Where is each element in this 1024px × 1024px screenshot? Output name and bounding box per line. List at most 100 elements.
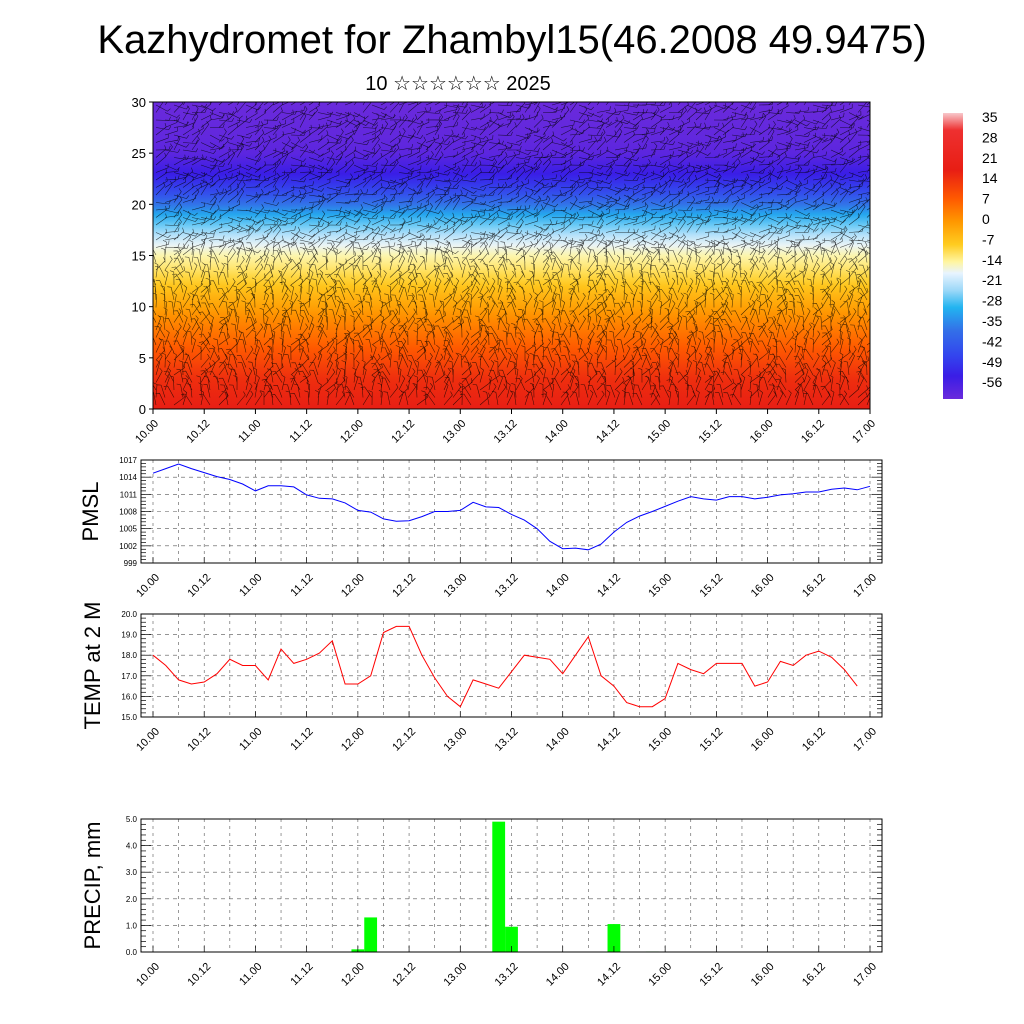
x-tick-label: 13.00 [441, 572, 469, 600]
colorbar-label: -21 [982, 272, 1002, 288]
y-tick-label: 3.0 [126, 868, 138, 877]
colorbar-label: -56 [982, 374, 1002, 390]
colorbar-label: -42 [982, 333, 1002, 349]
time-tick-label: 14.12 [594, 418, 622, 446]
x-tick-label: 10.00 [134, 726, 162, 754]
x-tick-label: 17.00 [851, 572, 879, 600]
chart-subtitle: 10 ☆☆☆☆☆☆ 2025 [365, 73, 551, 95]
y-tick-label: 2.0 [126, 895, 138, 904]
y-tick-label: 1014 [119, 473, 137, 482]
time-tick-label: 15.12 [697, 418, 725, 446]
y-tick-label: 1005 [119, 525, 137, 534]
x-tick-label: 14.12 [595, 726, 623, 754]
x-tick-label: 11.00 [237, 726, 264, 753]
x-tick-label: 15.00 [646, 726, 674, 754]
x-tick-label: 16.00 [749, 572, 777, 600]
precip-bar [607, 924, 621, 952]
time-tick-label: 10.12 [184, 418, 212, 446]
x-tick-label: 11.12 [288, 572, 315, 599]
x-tick-label: 16.12 [800, 726, 828, 754]
x-tick-label: 12.00 [339, 572, 367, 600]
x-tick-label: 14.00 [544, 726, 572, 754]
colorbar-label: -49 [982, 354, 1002, 370]
x-tick-label: 10.12 [185, 961, 213, 989]
y-tick-label: 5.0 [126, 815, 138, 824]
x-tick-label: 12.12 [390, 726, 418, 754]
x-tick-label: 16.00 [749, 961, 777, 989]
x-tick-label: 13.00 [441, 726, 469, 754]
height-tick-label: 30 [132, 95, 146, 110]
x-tick-label: 10.12 [185, 726, 213, 754]
wind-barbs [153, 102, 870, 406]
y-tick-label: 1.0 [126, 921, 138, 930]
time-tick-label: 12.12 [389, 418, 417, 446]
x-tick-label: 13.00 [441, 961, 469, 989]
colorbar-label: 0 [982, 211, 990, 227]
x-tick-label: 12.00 [339, 726, 367, 754]
x-tick-label: 14.12 [595, 961, 623, 989]
x-tick-label: 15.12 [698, 961, 726, 989]
x-tick-label: 15.00 [646, 961, 674, 989]
wind-barb-paths [153, 102, 870, 406]
height-tick-label: 25 [132, 146, 146, 161]
time-tick-label: 10.00 [133, 418, 161, 446]
time-tick-label: 16.00 [748, 418, 776, 446]
colorbar-label: 21 [982, 150, 998, 166]
x-tick-label: 15.00 [646, 572, 674, 600]
x-tick-label: 11.12 [288, 726, 315, 753]
time-tick-label: 17.00 [850, 418, 878, 446]
x-tick-label: 15.12 [698, 726, 726, 754]
x-tick-label: 14.00 [544, 572, 572, 600]
colorbar-label: -28 [982, 293, 1002, 309]
colorbar [943, 113, 963, 399]
x-tick-label: 12.12 [390, 572, 418, 600]
x-tick-label: 13.12 [493, 572, 521, 600]
colorbar-label: -14 [982, 252, 1002, 268]
x-tick-label: 14.00 [544, 961, 572, 989]
time-tick-label: 12.00 [338, 418, 366, 446]
x-tick-label: 17.00 [851, 961, 879, 989]
time-tick-label: 11.00 [236, 418, 263, 445]
y-tick-label: 0.0 [126, 948, 138, 957]
time-tick-label: 15.00 [645, 418, 673, 446]
colorbar-label: 14 [982, 170, 998, 186]
x-tick-label: 13.12 [493, 726, 521, 754]
x-tick-label: 11.00 [237, 961, 264, 988]
x-tick-label: 12.12 [390, 961, 418, 989]
x-tick-label: 10.12 [185, 572, 213, 600]
x-tick-label: 13.12 [493, 961, 521, 989]
precip-bar [492, 821, 506, 952]
x-tick-label: 11.00 [237, 572, 264, 599]
x-tick-label: 11.12 [288, 961, 315, 988]
x-tick-label: 10.00 [134, 572, 162, 600]
y-tick-label: 1011 [120, 490, 138, 499]
colorbar-label: -35 [982, 313, 1002, 329]
x-tick-label: 15.12 [698, 572, 726, 600]
precip-bar [364, 917, 378, 952]
series-line [152, 625, 858, 708]
time-tick-label: 14.00 [543, 418, 571, 446]
x-tick-label: 16.00 [749, 726, 777, 754]
colorbar-label: 28 [982, 129, 998, 145]
y-tick-label: 15.0 [121, 713, 137, 722]
y-tick-label: 4.0 [126, 842, 138, 851]
x-tick-label: 14.12 [595, 572, 623, 600]
precip-bar [505, 926, 518, 952]
height-tick-label: 10 [132, 300, 146, 315]
colorbar-label: -7 [982, 231, 995, 247]
x-tick-label: 17.00 [851, 726, 879, 754]
y-tick-label: 16.0 [121, 692, 137, 701]
time-tick-label: 13.00 [440, 418, 468, 446]
x-tick-label: 16.12 [800, 961, 828, 989]
colorbar-label: 35 [982, 109, 998, 125]
y-tick-label: 17.0 [121, 672, 137, 681]
time-tick-label: 16.12 [799, 418, 827, 446]
height-tick-label: 5 [139, 351, 146, 366]
y-tick-label: 20.0 [121, 610, 137, 619]
y-tick-label: 19.0 [121, 631, 137, 640]
y-tick-label: 18.0 [121, 651, 137, 660]
cross-section-field [153, 102, 870, 409]
x-tick-label: 10.00 [134, 961, 162, 989]
height-tick-label: 0 [139, 402, 146, 417]
